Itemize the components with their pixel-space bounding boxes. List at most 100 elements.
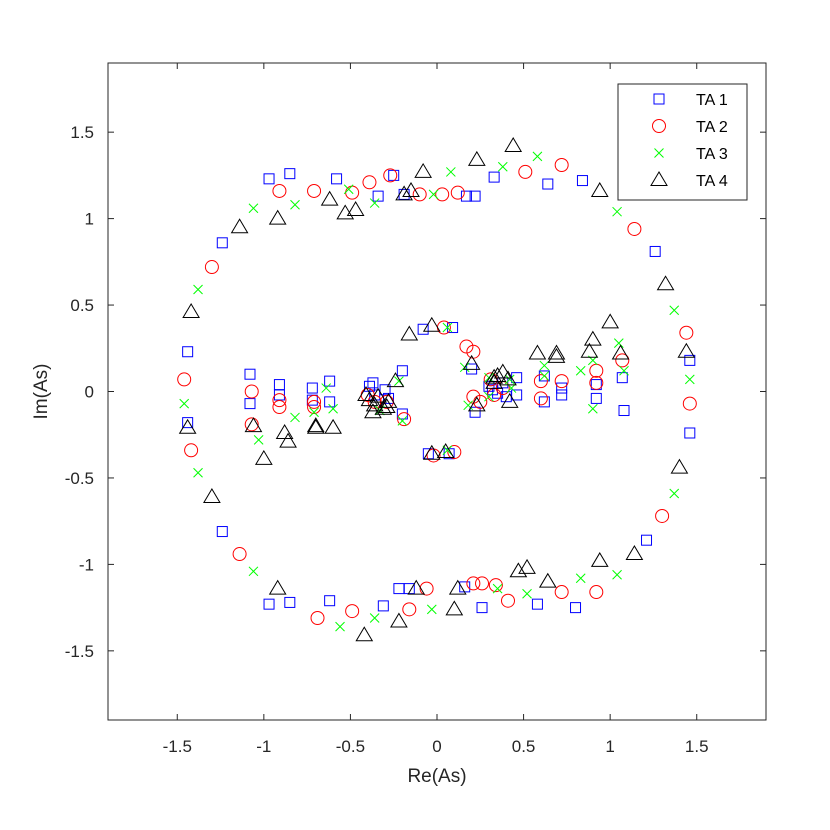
data-point	[272, 183, 287, 198]
data-point	[518, 164, 533, 179]
legend-label-ta2: TA 2	[696, 119, 728, 136]
data-point	[395, 185, 413, 201]
data-point	[355, 626, 374, 642]
data-point	[518, 558, 536, 574]
legend-box	[617, 83, 748, 201]
data-point	[422, 316, 441, 332]
data-point	[462, 354, 481, 370]
data-point	[448, 579, 467, 595]
x-tick-label: 1	[605, 737, 614, 756]
data-point	[539, 371, 550, 381]
data-point	[306, 382, 318, 394]
data-point	[528, 344, 547, 360]
data-point	[618, 405, 630, 417]
data-point	[345, 604, 360, 619]
data-point	[244, 417, 259, 432]
data-point	[522, 588, 532, 599]
data-point	[216, 526, 228, 538]
data-point	[684, 354, 696, 366]
data-point	[463, 400, 474, 411]
data-point	[419, 581, 434, 596]
data-point	[377, 398, 396, 414]
data-point	[369, 387, 388, 403]
data-point	[445, 167, 456, 177]
data-point	[184, 443, 199, 458]
data-point	[324, 418, 342, 434]
data-point	[324, 375, 336, 387]
data-point	[328, 403, 338, 414]
data-point	[460, 190, 472, 202]
data-point	[244, 417, 263, 433]
data-point	[203, 487, 221, 503]
data-point	[533, 374, 548, 389]
data-point	[397, 412, 412, 427]
data-point	[182, 417, 194, 429]
data-point	[554, 158, 569, 173]
data-point	[547, 344, 566, 360]
data-point	[488, 366, 507, 382]
data-point	[575, 573, 586, 584]
data-point	[369, 613, 380, 623]
data-point	[320, 190, 339, 206]
data-point	[383, 168, 398, 183]
data-point	[362, 175, 377, 190]
data-point	[601, 313, 620, 329]
data-point	[475, 576, 490, 591]
legend-marker-ta4	[650, 171, 668, 186]
data-point	[669, 305, 680, 316]
data-point	[275, 424, 294, 439]
data-point	[402, 602, 417, 617]
data-point	[426, 604, 437, 615]
data-point	[248, 566, 259, 577]
x-axis-label: Re(As)	[407, 766, 466, 787]
data-point	[284, 596, 296, 608]
data-point	[182, 346, 194, 358]
data-point	[627, 221, 642, 236]
data-point	[365, 396, 384, 412]
data-point	[538, 370, 550, 382]
data-point	[436, 443, 455, 459]
data-point	[273, 389, 285, 401]
series-ta3	[179, 151, 695, 632]
data-point	[178, 418, 197, 434]
data-point	[485, 368, 504, 384]
x-tick-label: 0	[432, 737, 441, 756]
legend-label-ta4: TA 4	[696, 173, 728, 190]
data-point	[369, 198, 380, 208]
x-tick-label: -0.5	[336, 737, 365, 756]
data-point	[396, 365, 408, 377]
data-point	[554, 585, 569, 600]
data-point	[417, 323, 429, 335]
data-point	[656, 275, 675, 291]
data-point	[244, 384, 259, 399]
data-point	[466, 576, 481, 591]
data-point	[682, 396, 697, 411]
y-tick-label: -1	[79, 555, 94, 574]
data-point	[467, 396, 486, 412]
data-point	[335, 621, 345, 632]
data-point	[469, 190, 481, 202]
data-point	[476, 602, 488, 614]
legend: TA 1 TA 2 TA 3 TA 4	[617, 83, 748, 201]
data-point	[493, 363, 512, 379]
y-tick-label: -1.5	[65, 642, 94, 661]
data-point	[649, 245, 661, 257]
data-point	[331, 173, 343, 185]
data-point	[216, 237, 228, 249]
data-point	[310, 610, 325, 625]
data-point	[488, 578, 503, 593]
data-point	[442, 322, 453, 333]
x-tick-label: -1	[256, 737, 271, 756]
data-point	[679, 325, 694, 340]
legend-marker-ta3	[654, 148, 664, 158]
data-point	[669, 488, 680, 499]
y-axis-label: Im(As)	[31, 364, 52, 420]
data-point	[435, 187, 450, 202]
data-point	[346, 200, 365, 216]
data-point	[469, 406, 481, 418]
series-ta4	[178, 137, 696, 642]
data-point	[402, 181, 420, 197]
data-point	[484, 391, 494, 402]
data-point	[254, 449, 273, 465]
data-point	[182, 302, 200, 318]
